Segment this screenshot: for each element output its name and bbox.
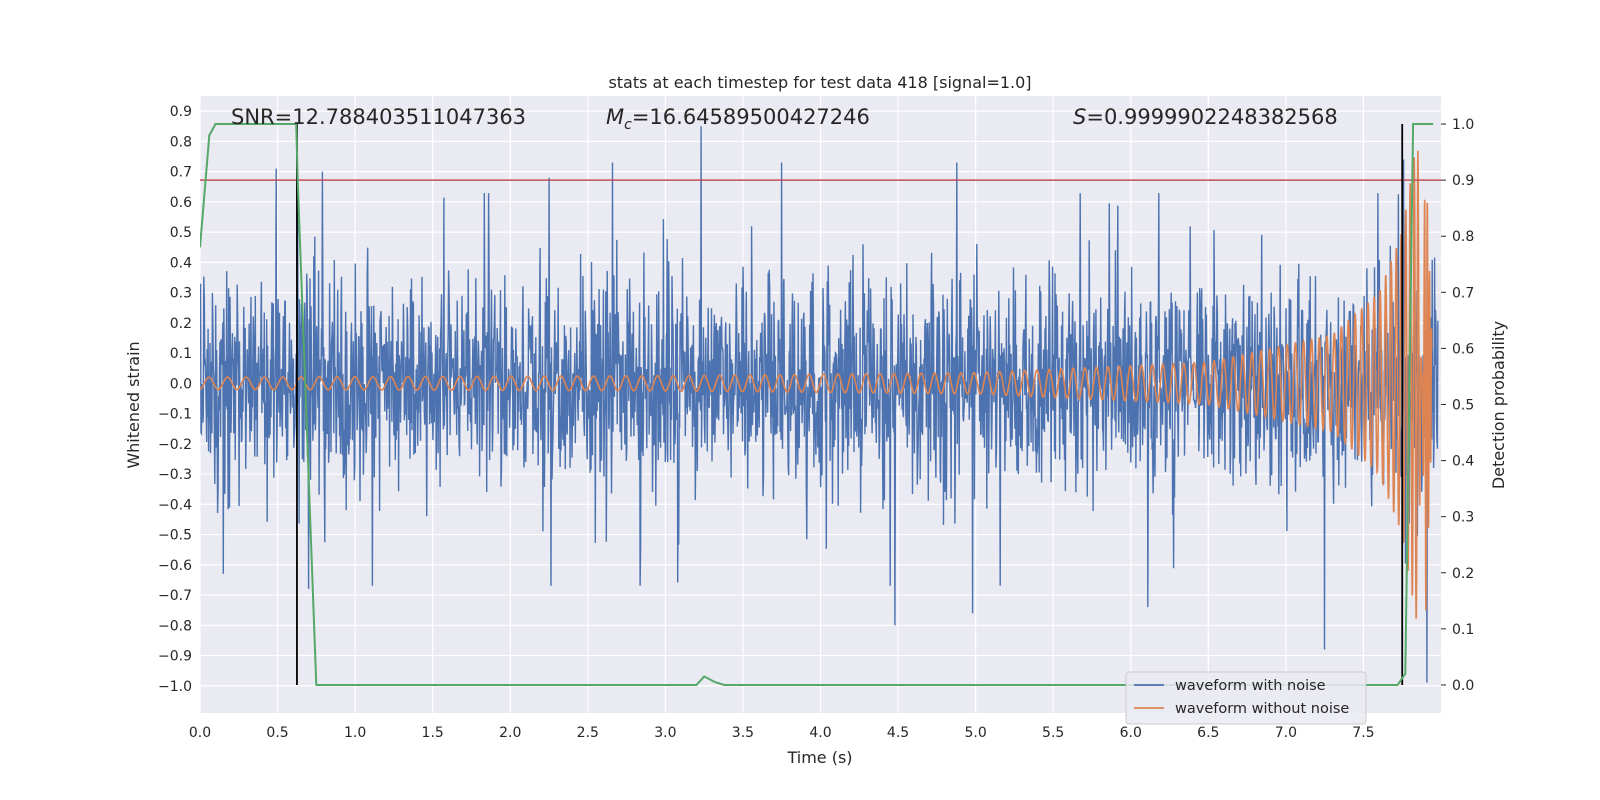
y-tick-label: 0.0 — [170, 376, 192, 392]
y-tick-label: −0.4 — [158, 497, 192, 513]
x-tick-label: 0.0 — [189, 725, 211, 741]
x-tick-label: 6.0 — [1120, 725, 1142, 741]
mc-value: =16.64589500427246 — [632, 105, 870, 129]
y2-tick-label: 0.7 — [1452, 285, 1474, 301]
y2-tick-label: 1.0 — [1452, 117, 1474, 133]
plot-area — [200, 123, 1441, 686]
legend-box — [1125, 671, 1367, 725]
mc-symbol: M — [606, 105, 624, 129]
y2-tick-label: 0.2 — [1452, 566, 1474, 582]
y-tick-label: 0.5 — [170, 225, 192, 241]
y-tick-label: −1.0 — [158, 679, 192, 695]
s-symbol: S — [1073, 105, 1086, 129]
x-tick-label: 3.5 — [732, 725, 754, 741]
y2-tick-label: 0.5 — [1452, 398, 1474, 414]
y-axis-label: Whitened strain — [124, 341, 143, 468]
x-tick-label: 7.0 — [1275, 725, 1297, 741]
s-annotation: S=0.9999902248382568 — [1073, 105, 1338, 129]
legend-label-clean: waveform without noise — [1175, 701, 1349, 717]
y-tick-label: −0.7 — [158, 588, 192, 604]
y2-axis-label: Detection probability — [1489, 321, 1508, 489]
x-axis-label: Time (s) — [786, 748, 852, 767]
y-tick-label: −0.8 — [158, 618, 192, 634]
y-tick-labels: −1.0 −0.9 −0.8 −0.7 −0.6 −0.5 −0.4 −0.3 −0.2 −0.1… — [158, 104, 192, 695]
y-tick-label: −0.1 — [158, 407, 192, 423]
y-tick-label: −0.2 — [158, 437, 192, 453]
y-tick-label: −0.6 — [158, 558, 192, 574]
y-tick-label: 0.3 — [170, 286, 192, 302]
y-tick-label: −0.3 — [158, 467, 192, 483]
legend: waveform with noise waveform without noi… — [1125, 671, 1367, 725]
chart-title: stats at each timestep for test data 418… — [608, 73, 1031, 92]
y2-tick-label: 0.8 — [1452, 229, 1474, 245]
y2-tick-label: 0.0 — [1452, 678, 1474, 694]
x-tick-label: 0.5 — [266, 725, 288, 741]
snr-annotation: SNR=12.788403511047363 — [231, 105, 526, 129]
x-tick-label: 3.0 — [654, 725, 676, 741]
x-tick-label: 6.5 — [1197, 725, 1219, 741]
y-tick-label: −0.9 — [158, 649, 192, 665]
x-tick-label: 4.5 — [887, 725, 909, 741]
x-tick-label: 2.5 — [577, 725, 599, 741]
x-tick-label: 1.5 — [422, 725, 444, 741]
y2-tick-label: 0.6 — [1452, 341, 1474, 357]
y-tick-label: 0.4 — [170, 255, 192, 271]
y2-tick-label: 0.9 — [1452, 173, 1474, 189]
y-tick-label: 0.9 — [170, 104, 192, 120]
mc-subscript: c — [624, 117, 632, 133]
detection-probability-line — [200, 123, 1434, 686]
y2-tick-label: 0.3 — [1452, 510, 1474, 526]
legend-label-noise: waveform with noise — [1175, 678, 1326, 694]
y-tick-label: 0.2 — [170, 316, 192, 332]
x-tick-label: 7.5 — [1352, 725, 1374, 741]
x-tick-labels: 0.0 0.5 1.0 1.5 2.0 2.5 3.0 3.5 4.0 4.5 5.0 5.5 6.0 6… — [189, 725, 1375, 741]
x-tick-label: 1.0 — [344, 725, 366, 741]
y-tick-label: 0.8 — [170, 134, 192, 150]
waveform-without-noise-line — [200, 150, 1433, 619]
y-tick-label: 0.6 — [170, 195, 192, 211]
x-tick-label: 5.0 — [964, 725, 986, 741]
y2-tick-label: 0.4 — [1452, 454, 1474, 470]
y-tick-label: 0.1 — [170, 346, 192, 362]
y2-tick-label: 0.1 — [1452, 622, 1474, 638]
x-tick-label: 4.0 — [809, 725, 831, 741]
y2-tick-labels: 0.0 0.1 0.2 0.3 0.4 0.5 0.6 0.7 0.8 0.9 1.0 — [1441, 117, 1474, 694]
waveform-with-noise-line — [200, 126, 1439, 683]
s-value: =0.9999902248382568 — [1086, 105, 1337, 129]
y-tick-label: −0.5 — [158, 528, 192, 544]
x-tick-label: 2.0 — [499, 725, 521, 741]
mc-annotation: Mc=16.64589500427246 — [606, 105, 870, 133]
y-tick-label: 0.7 — [170, 165, 192, 181]
x-tick-label: 5.5 — [1042, 725, 1064, 741]
